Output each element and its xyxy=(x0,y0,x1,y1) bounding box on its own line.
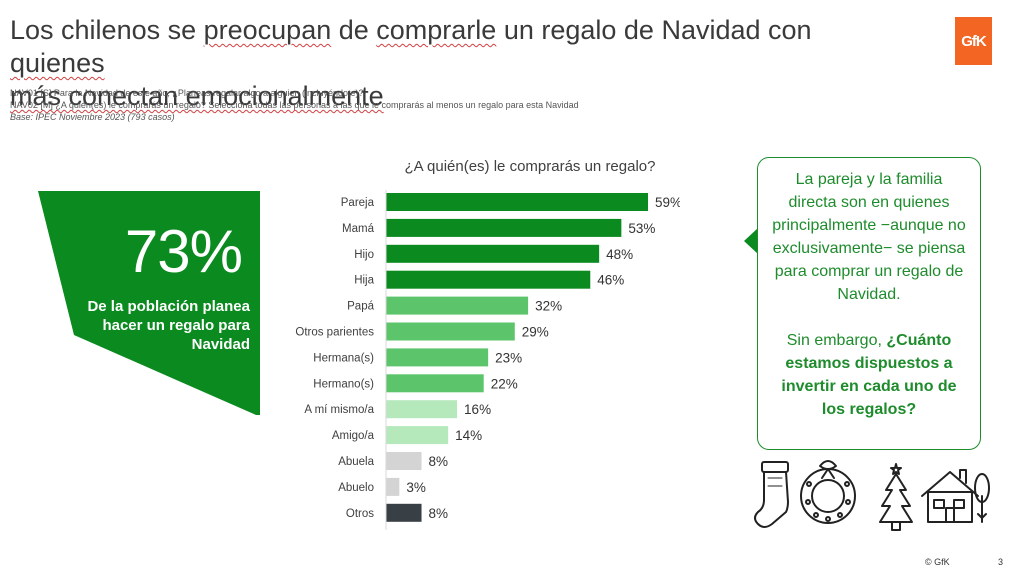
value-label: 53% xyxy=(628,221,655,236)
highlight-panel xyxy=(38,191,260,415)
title-text-5: un regalo de Navidad con xyxy=(496,15,812,45)
highlight-panel-shape xyxy=(38,191,260,415)
footer-copyright: © GfK xyxy=(925,557,950,567)
callout-text-2-plain: Sin embargo, xyxy=(786,332,887,349)
bar xyxy=(386,296,529,315)
callout-text-2: Sin embargo, ¿Cuánto estamos dispuestos … xyxy=(770,329,968,421)
note-q2: NAV02 [M] ¿A quién(es) le comprarás un r… xyxy=(10,100,579,110)
highlight-value-text: 73% xyxy=(124,218,243,285)
stocking-icon xyxy=(754,461,789,528)
value-label: 48% xyxy=(606,247,633,262)
christmas-icons xyxy=(754,460,990,531)
value-label: 32% xyxy=(535,299,562,314)
note-base: Base: IPEC Noviembre 2023 (793 casos) xyxy=(10,112,175,122)
bar xyxy=(386,503,422,522)
category-label: Otros xyxy=(346,508,374,520)
bar xyxy=(386,348,489,367)
bar xyxy=(386,322,515,341)
bar xyxy=(386,244,600,263)
value-label: 59% xyxy=(655,195,680,210)
bar-chart: Pareja 59% Mamá 53% Hijo 48% Hija 46% Papá 32% Otr… xyxy=(295,190,680,530)
house-icon xyxy=(921,469,990,523)
category-label: Pareja xyxy=(341,197,375,209)
category-label: Hermana(s) xyxy=(313,352,374,364)
callout-box: La pareja y la familia directa son en qu… xyxy=(757,157,981,450)
highlight-description: De la población planea hacer un regalo p… xyxy=(87,298,250,353)
value-label: 22% xyxy=(491,376,518,391)
value-label: 8% xyxy=(429,454,449,469)
callout-text-1: La pareja y la familia directa son en qu… xyxy=(772,171,966,303)
category-label: Hija xyxy=(354,275,374,287)
category-label: Abuela xyxy=(338,456,374,468)
bar xyxy=(386,218,622,237)
christmas-tree-icon xyxy=(879,463,913,531)
title-text-2: preocupan xyxy=(203,15,332,45)
gfk-logo: GfK xyxy=(955,17,992,65)
value-label: 46% xyxy=(597,273,624,288)
note-q1: NAV01 [S] Para la Navidad de este año, ¿… xyxy=(10,88,364,98)
question-notes: NAV01 [S] Para la Navidad de este año, ¿… xyxy=(10,87,579,123)
bar xyxy=(386,477,400,496)
category-label: Hermano(s) xyxy=(313,378,374,390)
bar xyxy=(386,374,484,393)
value-label: 23% xyxy=(495,350,522,365)
bar xyxy=(386,193,648,211)
page-title: Los chilenos se preocupan de comprarle u… xyxy=(10,14,910,113)
bar xyxy=(386,452,422,470)
value-label: 8% xyxy=(429,506,449,521)
callout-pointer xyxy=(744,228,758,254)
value-label: 16% xyxy=(464,402,491,417)
title-text-4: comprarle xyxy=(376,15,497,45)
title-text-1: Los chilenos se xyxy=(10,15,204,45)
category-label: Mamá xyxy=(342,223,375,235)
category-label: Hijo xyxy=(354,249,374,261)
value-label: 14% xyxy=(455,428,482,443)
category-label: A mí mismo/a xyxy=(304,404,374,416)
bar xyxy=(386,426,449,445)
category-label: Otros parientes xyxy=(295,327,374,339)
chart-title: ¿A quién(es) le comprarás un regalo? xyxy=(404,158,656,175)
title-text-7: más conectan emocionalmente xyxy=(10,81,384,111)
page-number: 3 xyxy=(998,557,1004,567)
title-text-3: de xyxy=(331,15,377,45)
bar xyxy=(386,400,458,419)
title-text-6: quienes xyxy=(10,48,105,78)
highlight-value: 73% xyxy=(0,217,262,286)
value-label: 29% xyxy=(522,325,549,340)
wreath-icon xyxy=(800,460,856,524)
value-label: 3% xyxy=(406,480,426,495)
category-label: Amigo/a xyxy=(332,430,375,442)
category-label: Abuelo xyxy=(338,482,374,494)
category-label: Papá xyxy=(347,301,374,313)
callout-text-2-bold: ¿Cuánto estamos dispuestos a invertir en… xyxy=(781,332,957,418)
bar xyxy=(386,270,591,289)
